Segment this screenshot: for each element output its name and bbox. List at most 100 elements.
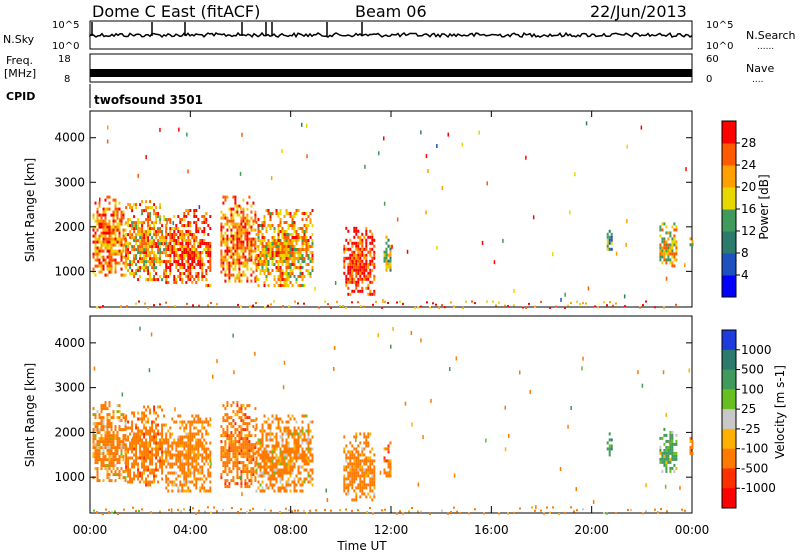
echo-cell (263, 456, 266, 460)
echo-cell (271, 462, 274, 466)
echo-cell (203, 218, 206, 221)
echo-cell (149, 206, 152, 210)
echo-cell (187, 221, 190, 224)
ground-scatter-point (174, 305, 176, 307)
echo-cell (187, 480, 190, 484)
sparse-echo-point (626, 144, 628, 149)
echo-cell (671, 261, 674, 265)
echo-cell (238, 273, 241, 277)
echo-cell (171, 471, 174, 475)
echo-cell (357, 289, 360, 293)
ground-scatter-point (498, 301, 500, 304)
echo-cell (281, 251, 284, 254)
echo-cell (669, 246, 672, 250)
echo-cell (110, 213, 113, 217)
echo-cell (369, 253, 372, 257)
echo-cell (143, 435, 146, 439)
echo-cell (673, 264, 676, 268)
echo-cell (261, 221, 264, 224)
echo-cell (281, 269, 284, 272)
echo-cell (357, 268, 360, 272)
echo-cell (153, 266, 156, 270)
echo-cell (147, 236, 150, 240)
echo-cell (135, 236, 138, 240)
echo-cell (238, 225, 241, 229)
echo-cell (311, 483, 314, 487)
echo-cell (151, 266, 154, 270)
echo-cell (250, 252, 253, 256)
echo-cell (359, 241, 362, 245)
echo-cell (345, 226, 348, 230)
echo-cell (163, 423, 166, 427)
echo-cell (122, 249, 125, 253)
echo-cell (351, 289, 354, 293)
echo-cell (151, 236, 154, 240)
echo-cell (100, 234, 103, 238)
echo-cell (159, 221, 162, 225)
echo-cell (112, 258, 115, 262)
echo-cell (297, 251, 300, 254)
echo-cell (351, 244, 354, 248)
echo-cell (139, 227, 142, 231)
echo-cell (187, 275, 190, 278)
echo-cell (267, 459, 270, 463)
echo-cell (234, 198, 237, 202)
echo-cell (665, 240, 668, 244)
echo-cell (248, 452, 251, 456)
echo-cell (244, 264, 247, 268)
echo-cell (373, 277, 376, 281)
echo-cell (267, 444, 270, 448)
echo-cell (357, 462, 360, 466)
echo-cell (259, 453, 262, 457)
echo-cell (371, 259, 374, 263)
echo-cell (234, 276, 237, 280)
ground-scatter-point (606, 304, 608, 307)
echo-cell (205, 284, 208, 287)
echo-cell (275, 269, 278, 272)
echo-cell (185, 489, 188, 493)
echo-cell (361, 447, 364, 451)
echo-cell (224, 198, 227, 202)
echo-cell (94, 434, 97, 438)
echo-cell (365, 435, 368, 439)
echo-cell (122, 228, 125, 232)
echo-cell (267, 465, 270, 469)
echo-cell (197, 429, 200, 433)
echo-cell (367, 483, 370, 487)
echo-cell (281, 242, 284, 245)
echo-cell (230, 231, 233, 235)
echo-cell (661, 457, 664, 461)
echo-cell (226, 458, 229, 462)
echo-cell (359, 238, 362, 242)
echo-cell (179, 426, 182, 430)
echo-cell (291, 471, 294, 475)
echo-cell (177, 489, 180, 493)
echo-cell (349, 262, 352, 266)
echo-cell (252, 243, 255, 247)
echo-cell (185, 462, 188, 466)
echo-cell (236, 222, 239, 226)
echo-cell (367, 459, 370, 463)
echo-cell (112, 225, 115, 229)
echo-cell (240, 455, 243, 459)
sparse-echo-point (93, 366, 96, 371)
echo-cell (305, 459, 308, 463)
echo-cell (357, 450, 360, 454)
echo-cell (185, 450, 188, 454)
echo-cell (246, 452, 249, 456)
echo-cell (135, 453, 138, 457)
sparse-echo-point (570, 406, 572, 410)
echo-cell (269, 429, 272, 433)
echo-cell (135, 221, 138, 225)
echo-cell (157, 239, 160, 243)
ground-scatter-point (615, 302, 617, 305)
echo-cell (301, 429, 304, 433)
echo-cell (307, 432, 310, 436)
echo-cell (252, 237, 255, 241)
sparse-echo-point (383, 136, 385, 141)
echo-cell (104, 228, 107, 232)
echo-cell (250, 246, 253, 250)
echo-cell (311, 447, 314, 451)
echo-cell (125, 459, 128, 463)
echo-cell (301, 248, 304, 251)
